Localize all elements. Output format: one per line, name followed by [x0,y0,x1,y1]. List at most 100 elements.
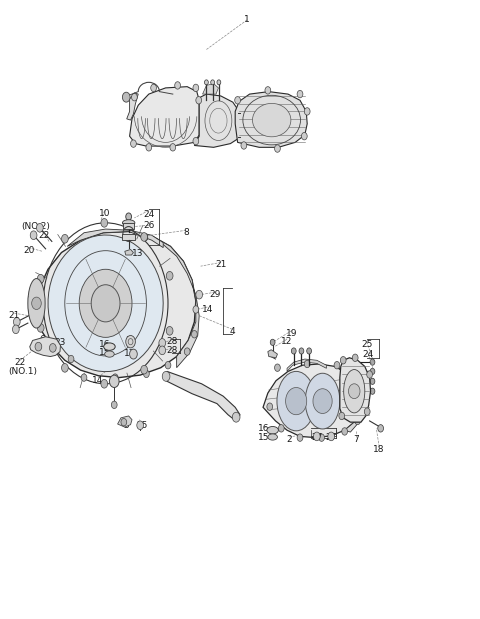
Circle shape [159,339,166,347]
Circle shape [328,432,335,441]
Circle shape [355,375,361,383]
Circle shape [101,379,108,388]
Circle shape [79,269,132,337]
Circle shape [61,363,68,372]
Circle shape [166,326,173,335]
Text: 16: 16 [99,340,110,349]
Text: (NO.2): (NO.2) [22,222,50,231]
Text: 15: 15 [99,348,110,357]
Circle shape [130,349,137,359]
Text: 25: 25 [361,340,372,348]
Circle shape [291,348,296,354]
Circle shape [68,355,74,363]
Text: 9: 9 [142,235,148,243]
Ellipse shape [104,343,115,350]
Circle shape [364,408,370,415]
Text: 4: 4 [229,327,235,336]
Circle shape [304,108,310,115]
Circle shape [217,80,221,85]
Circle shape [35,342,42,351]
Circle shape [12,325,19,334]
Polygon shape [268,350,277,358]
Circle shape [211,80,215,85]
Text: 21: 21 [9,311,20,320]
Text: (NO.1): (NO.1) [9,367,37,376]
Circle shape [131,140,136,147]
Text: 7: 7 [353,435,359,444]
Circle shape [359,394,365,401]
Text: 10: 10 [99,209,110,218]
Circle shape [166,272,173,280]
Circle shape [36,223,43,232]
Polygon shape [67,229,163,248]
Polygon shape [340,358,371,422]
Polygon shape [194,94,242,147]
Circle shape [30,231,37,240]
Ellipse shape [305,373,340,429]
Text: 21: 21 [215,261,227,269]
Text: 1: 1 [244,15,250,24]
Text: 2: 2 [286,435,292,444]
Circle shape [91,285,120,322]
Polygon shape [163,371,240,420]
Circle shape [304,360,310,368]
Text: 6: 6 [39,335,45,344]
Bar [123,223,134,229]
Text: 20: 20 [23,246,35,254]
Circle shape [192,331,197,338]
Circle shape [301,132,307,140]
Circle shape [297,434,303,441]
Circle shape [61,235,68,243]
Circle shape [126,213,132,220]
Circle shape [175,82,180,89]
Ellipse shape [267,426,278,434]
Text: 8: 8 [183,228,189,237]
Text: 5: 5 [123,422,129,430]
Circle shape [193,137,199,145]
Circle shape [196,97,202,104]
Circle shape [307,348,312,354]
Circle shape [111,401,117,409]
Polygon shape [263,364,361,438]
Text: 14: 14 [92,376,104,384]
Circle shape [109,375,119,387]
Circle shape [144,370,149,378]
Circle shape [141,365,147,374]
Circle shape [121,418,127,426]
Polygon shape [235,92,307,147]
Circle shape [81,374,87,381]
Circle shape [342,428,348,435]
Circle shape [378,425,384,432]
Circle shape [370,359,375,365]
Circle shape [101,219,108,227]
Circle shape [334,361,340,369]
Circle shape [196,290,203,299]
Text: 24: 24 [143,210,155,219]
Text: 22: 22 [14,358,26,366]
Text: 23: 23 [55,339,66,347]
Circle shape [275,364,280,371]
Text: 29: 29 [209,290,221,299]
Circle shape [348,384,360,399]
Circle shape [32,297,41,310]
Circle shape [146,144,152,151]
Circle shape [265,87,271,94]
Text: 15: 15 [258,433,270,441]
Polygon shape [335,366,365,432]
Circle shape [112,374,118,381]
Circle shape [339,412,345,420]
Circle shape [122,92,130,102]
Circle shape [319,434,324,441]
Circle shape [193,84,199,92]
Circle shape [352,354,358,361]
Circle shape [49,344,56,352]
Circle shape [275,145,280,152]
Ellipse shape [122,220,135,226]
Text: 24: 24 [362,350,373,359]
Polygon shape [127,93,138,120]
Circle shape [162,371,170,381]
Polygon shape [130,87,199,146]
Circle shape [193,306,199,313]
Text: 3: 3 [126,336,132,345]
Circle shape [235,97,240,104]
